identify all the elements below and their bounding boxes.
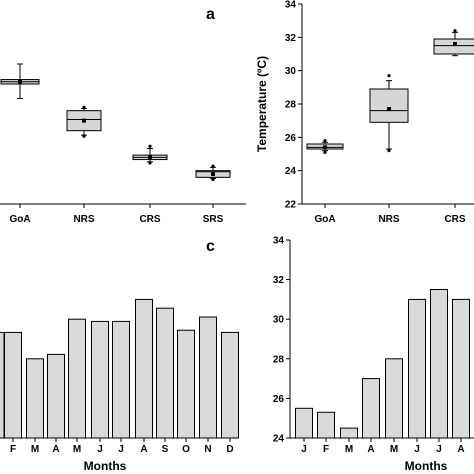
d-bar-3 xyxy=(362,378,380,439)
a-box-2-mean xyxy=(148,155,152,160)
panel-d: 24 26 28 30 32 34 J F M A M J J A Months xyxy=(273,236,474,473)
c-xtick-label-4: J xyxy=(97,444,103,455)
c-xtick-label-8: O xyxy=(182,444,190,455)
a-box-3-mean xyxy=(211,172,215,176)
c-bar-3 xyxy=(68,318,86,439)
c-bar-4 xyxy=(91,320,109,439)
d-xtick-label-1: F xyxy=(323,444,329,455)
d-xtick-label-4: M xyxy=(390,444,398,455)
d-xtick-label-0: J xyxy=(301,444,307,455)
panel-c-x-axis-label: Months xyxy=(84,459,127,473)
c-xtick-label-0: F xyxy=(10,444,16,455)
a-xtick-label-3: SRS xyxy=(203,214,224,225)
b-xtick-label-2: CRS xyxy=(444,214,465,225)
panel-d-x-axis-label: Months xyxy=(405,459,448,473)
c-xtick-label-1: M xyxy=(31,444,39,455)
panel-a-label: a xyxy=(206,6,215,23)
c-xtick-label-9: N xyxy=(204,444,211,455)
d-bar-5 xyxy=(408,298,426,439)
d-bar-0 xyxy=(295,407,313,439)
b-ytick-label-0: 22 xyxy=(285,200,297,211)
c-bar-1 xyxy=(26,358,44,439)
d-bar-7 xyxy=(452,298,470,439)
b-ytick-label-2: 26 xyxy=(285,133,297,144)
d-xtick-label-6: J xyxy=(436,444,442,455)
c-bar-6 xyxy=(135,298,153,439)
b-ytick-label-5: 32 xyxy=(285,33,297,44)
panel-b: 22 24 26 28 30 32 34 GoA NRS CRS Temperature (ºC… xyxy=(255,0,474,225)
d-xtick-label-3: A xyxy=(367,444,374,455)
b-ytick-label-1: 24 xyxy=(285,166,297,177)
b-xtick-label-1: NRS xyxy=(378,214,399,225)
d-xtick-label-7: A xyxy=(457,444,464,455)
panel-b-y-axis-label: Temperature (ºC) xyxy=(255,56,269,152)
a-xtick-label-2: CRS xyxy=(139,214,160,225)
c-bar-8 xyxy=(177,329,195,439)
c-bar-9 xyxy=(199,316,217,439)
d-ytick-label-1: 26 xyxy=(273,394,285,405)
d-ytick-label-0: 24 xyxy=(273,434,285,445)
b-box-0-outlier-1 xyxy=(323,139,327,143)
c-bar-partial xyxy=(0,331,5,439)
panel-a: GoA NRS CRS SRS a xyxy=(0,6,246,225)
d-ytick-label-2: 28 xyxy=(273,354,285,365)
c-xtick-label-10: D xyxy=(226,444,233,455)
b-box-2-outlier-0 xyxy=(453,29,457,33)
d-bar-4 xyxy=(385,358,403,439)
d-bar-1 xyxy=(317,411,335,439)
b-box-2-iqr xyxy=(433,38,474,55)
d-xtick-label-5: J xyxy=(414,444,420,455)
b-xtick-label-0: GoA xyxy=(314,214,335,225)
a-xtick-label-0: GoA xyxy=(9,214,30,225)
b-box-1-iqr xyxy=(369,88,409,123)
d-ytick-label-3: 30 xyxy=(273,315,285,326)
a-box-2-outlier-1 xyxy=(148,144,152,148)
a-box-0-mean xyxy=(18,79,22,84)
b-box-1-outlier-1 xyxy=(387,74,391,78)
c-xtick-label-2: A xyxy=(52,444,59,455)
b-ytick-label-3: 28 xyxy=(285,100,297,111)
c-bar-10 xyxy=(221,331,239,439)
d-xtick-label-2: M xyxy=(345,444,353,455)
c-xtick-label-7: S xyxy=(162,444,169,455)
a-box-1-outlier-0 xyxy=(82,134,86,138)
a-box-1-mean xyxy=(82,118,86,123)
a-box-1-outlier-1 xyxy=(82,105,86,109)
c-bar-2 xyxy=(47,353,65,439)
a-box-3-outlier-0 xyxy=(211,177,215,182)
b-box-0-mean xyxy=(323,145,327,150)
d-ytick-label-5: 34 xyxy=(273,236,285,247)
d-bar-2 xyxy=(340,427,358,439)
c-xtick-label-3: M xyxy=(73,444,81,455)
d-bar-6 xyxy=(430,289,448,439)
d-ytick-label-4: 32 xyxy=(273,275,285,286)
c-bar-5 xyxy=(112,320,130,439)
b-box-1-mean xyxy=(387,107,391,111)
panel-c-label: c xyxy=(206,238,215,255)
b-box-1-outlier-0 xyxy=(387,149,391,153)
c-bar-0 xyxy=(4,331,22,439)
b-box-2-mean xyxy=(453,42,457,46)
b-ytick-label-4: 30 xyxy=(285,66,297,77)
a-xtick-label-1: NRS xyxy=(73,214,94,225)
panel-c: F M A M J J A S O N D c Months xyxy=(0,238,239,473)
a-box-2-outlier-0 xyxy=(148,161,152,165)
b-box-0-outlier-0 xyxy=(323,150,327,154)
c-xtick-label-5: J xyxy=(118,444,124,455)
a-box-3-outlier-1 xyxy=(211,164,215,168)
b-ytick-label-6: 34 xyxy=(285,0,297,11)
c-bar-7 xyxy=(156,307,174,439)
c-xtick-label-6: A xyxy=(140,444,147,455)
